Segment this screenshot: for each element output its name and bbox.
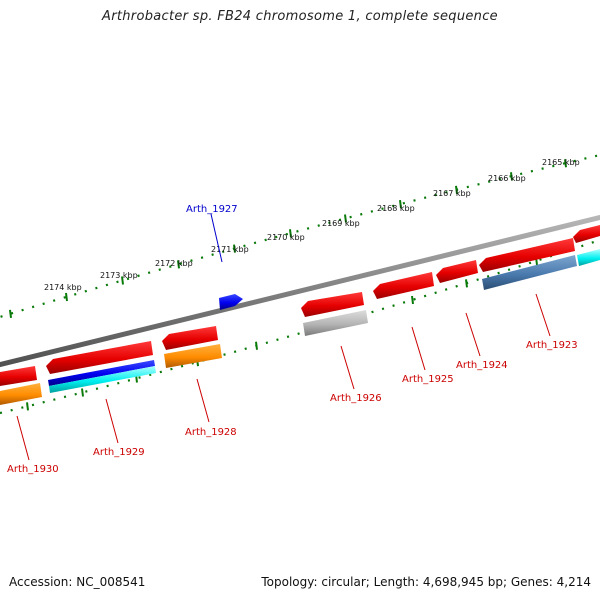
leader-arth-1923 bbox=[535, 293, 551, 337]
gene-label-arth-1929[interactable]: Arth_1929 bbox=[93, 447, 145, 458]
gene-label-arth-1930[interactable]: Arth_1930 bbox=[7, 464, 59, 475]
feature-arth-1929-cds-cyan[interactable] bbox=[49, 366, 156, 393]
forward-tick-10 bbox=[9, 309, 12, 319]
forward-tick-1 bbox=[510, 172, 513, 181]
leader-arth-1926 bbox=[340, 345, 355, 390]
tick-label-2174: 2174 kbp bbox=[44, 283, 82, 292]
gene-label-arth-1928[interactable]: Arth_1928 bbox=[185, 427, 237, 438]
forward-tick-2 bbox=[455, 185, 458, 195]
gene-label-arth-1923[interactable]: Arth_1923 bbox=[526, 340, 578, 351]
gene-label-arth-1925[interactable]: Arth_1925 bbox=[402, 374, 454, 385]
leader-arth-1928 bbox=[196, 378, 210, 423]
map-title: Arthrobacter sp. FB24 chromosome 1, comp… bbox=[102, 9, 498, 24]
gene-label-arth-1924[interactable]: Arth_1924 bbox=[456, 360, 508, 371]
reverse-tick-2 bbox=[411, 295, 414, 305]
feature-arth-1930-cds[interactable] bbox=[0, 383, 42, 405]
reverse-ruler-ticks bbox=[26, 256, 538, 411]
tick-label-2169: 2169 kbp bbox=[322, 219, 360, 228]
reverse-tick-ring bbox=[0, 238, 600, 415]
tick-label-2165: 2165 kbp bbox=[542, 158, 580, 167]
gene-arth-1927-arrow[interactable] bbox=[219, 294, 243, 310]
reverse-tick-4 bbox=[255, 341, 258, 350]
gene-label-arth-1926[interactable]: Arth_1926 bbox=[330, 393, 382, 404]
gene-arth-1928-arrow[interactable] bbox=[162, 326, 218, 350]
leader-arth-1927 bbox=[210, 213, 223, 263]
forward-tick-4 bbox=[344, 214, 347, 223]
tick-label-2172: 2172 kbp bbox=[155, 259, 193, 268]
forward-tick-ring bbox=[0, 153, 600, 319]
forward-tick-6 bbox=[233, 244, 236, 253]
feature-arth-1929-cds-blue[interactable] bbox=[48, 360, 155, 386]
tick-label-2167: 2167 kbp bbox=[433, 189, 471, 198]
chromosome-backbone bbox=[0, 214, 600, 368]
gene-arth-1923-arrow[interactable] bbox=[573, 225, 600, 243]
leader-arth-1925 bbox=[411, 326, 426, 371]
gene-arth-1923b-arrow[interactable] bbox=[479, 238, 575, 272]
forward-tick-8 bbox=[121, 276, 124, 285]
genome-summary-text: Topology: circular; Length: 4,698,945 bp… bbox=[261, 575, 591, 589]
tick-label-2170: 2170 kbp bbox=[267, 233, 305, 242]
reverse-tick-8 bbox=[26, 402, 29, 411]
gene-label-arth-1927[interactable]: Arth_1927 bbox=[186, 204, 238, 215]
forward-tick-3 bbox=[399, 200, 402, 209]
feature-arth-1926-cds[interactable] bbox=[303, 310, 368, 336]
gene-arth-1926-arrow[interactable] bbox=[301, 292, 364, 317]
tick-label-2166: 2166 kbp bbox=[488, 174, 526, 183]
leader-arth-1930 bbox=[16, 415, 30, 461]
gene-arth-1924-arrow[interactable] bbox=[436, 260, 478, 283]
feature-arth-1928-cds[interactable] bbox=[164, 344, 222, 368]
tick-label-2168: 2168 kbp bbox=[377, 204, 415, 213]
reverse-tick-7 bbox=[81, 388, 84, 397]
gene-arth-1929-arrow[interactable] bbox=[46, 341, 153, 374]
forward-ruler-ticks bbox=[9, 159, 567, 319]
reverse-tick-1 bbox=[465, 279, 468, 288]
tick-label-2171: 2171 kbp bbox=[211, 245, 249, 254]
accession-text: Accession: NC_008541 bbox=[9, 575, 146, 589]
leader-arth-1929 bbox=[105, 398, 119, 444]
forward-tick-7 bbox=[177, 260, 180, 269]
leader-arth-1924 bbox=[465, 312, 481, 357]
forward-tick-0 bbox=[564, 159, 567, 168]
gene-arth-1925-arrow[interactable] bbox=[373, 272, 434, 299]
feature-arth-1924-cds[interactable] bbox=[482, 255, 577, 290]
forward-tick-9 bbox=[65, 292, 68, 302]
tick-label-2173: 2173 kbp bbox=[100, 271, 138, 280]
forward-tick-5 bbox=[289, 229, 292, 238]
feature-arth-1923-cds[interactable] bbox=[577, 249, 600, 266]
gene-arth-1930-arrow[interactable] bbox=[0, 366, 37, 386]
